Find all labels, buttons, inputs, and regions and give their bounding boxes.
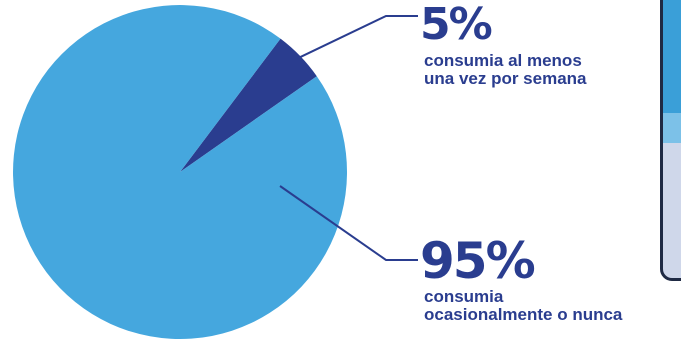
large-slice-desc-line2: ocasionalmente o nunca	[424, 305, 623, 324]
phone-screen-mid	[663, 113, 681, 143]
large-slice-percentage: 95%	[420, 232, 536, 290]
large-slice-desc-line1: consumia	[424, 287, 504, 306]
small-slice-desc-line1: consumia al menos	[424, 51, 582, 70]
phone-illustration	[660, 0, 681, 281]
pie-slice-weekly	[180, 38, 317, 172]
small-slice-percentage: 5%	[420, 0, 493, 50]
leader-line-large	[279, 185, 418, 261]
leader-line-small	[297, 15, 418, 60]
small-slice-description: consumia al menos una vez por semana	[424, 52, 587, 88]
pie-slice-occasional	[13, 5, 348, 340]
large-slice-description: consumia ocasionalmente o nunca	[424, 288, 622, 324]
small-slice-desc-line2: una vez por semana	[424, 69, 587, 88]
phone-screen-top	[663, 0, 681, 113]
